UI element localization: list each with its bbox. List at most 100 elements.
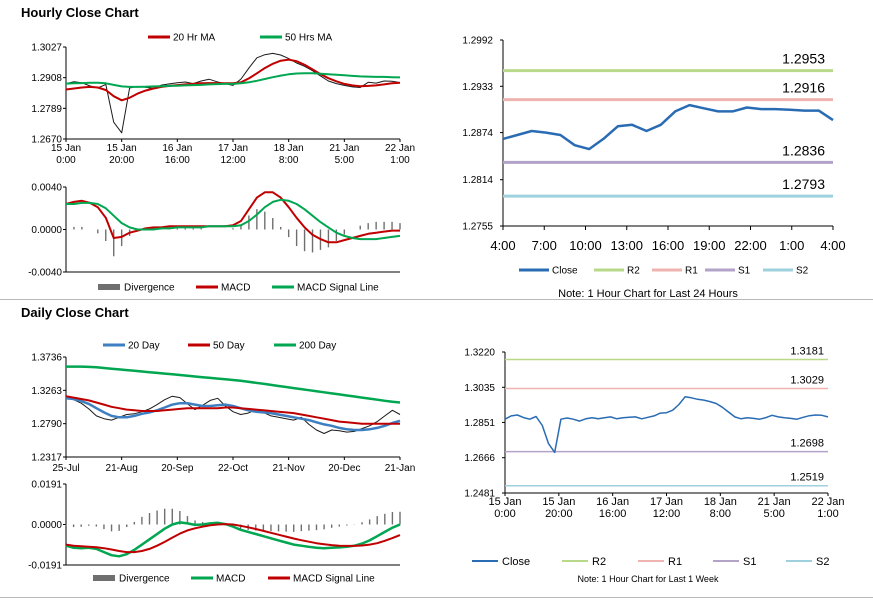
weekly-pivots-close-line bbox=[504, 396, 829, 454]
hourly-macd-y-tick-label: -0.0040 bbox=[28, 268, 62, 279]
hourly-pivots-x-tick-label: 4:00 bbox=[490, 238, 515, 253]
legend-20-hr-ma-label: 20 Hr MA bbox=[173, 33, 216, 44]
hourly-price-y-tick-label: 1.2908 bbox=[31, 73, 62, 84]
legend-daily-macd-signal-label: MACD Signal Line bbox=[293, 574, 375, 585]
pivot-r1-label: 1.2916 bbox=[782, 80, 825, 96]
legend-pivots-s1-label: S1 bbox=[738, 266, 751, 277]
hourly-pivots-x-tick-label: 1:00 bbox=[779, 238, 804, 253]
pivot-s1-label: 1.2836 bbox=[782, 142, 825, 158]
weekly-pivots-y-tick-label: 1.3220 bbox=[464, 348, 495, 359]
section-divider bbox=[0, 299, 873, 300]
weekly-pivot-s2-label: 1.2519 bbox=[790, 472, 824, 484]
legend-daily-divergence-swatch bbox=[93, 575, 115, 581]
weekly-pivot-r1-label: 1.3029 bbox=[790, 374, 824, 386]
legend-daily-macd-label: MACD bbox=[216, 574, 245, 585]
hourly-macd-y-tick-label: 0.0000 bbox=[31, 225, 62, 236]
weekly-pivots-x-tick-label: 17 Jan bbox=[650, 496, 683, 508]
daily-close-line bbox=[65, 395, 401, 434]
daily-price-x-tick-label: 21-Nov bbox=[273, 463, 305, 474]
legend-20-day-label: 20 Day bbox=[128, 341, 160, 352]
daily-price-x-tick-label: 25-Jul bbox=[52, 463, 79, 474]
daily-macd-y-tick-label: 0.0000 bbox=[31, 520, 62, 531]
legend-pivots-s2-label: S2 bbox=[796, 266, 809, 277]
hourly-price-y-tick-label: 1.2670 bbox=[31, 135, 62, 146]
legend-hourly-macd-label: MACD bbox=[221, 283, 250, 294]
weekly-pivots-x-tick-label: 15 Jan bbox=[542, 496, 575, 508]
legend-pivots-close-label: Close bbox=[552, 266, 578, 277]
daily-price-x-tick-label: 20-Sep bbox=[161, 463, 194, 474]
hourly-price-y-tick-label: 1.3027 bbox=[31, 43, 62, 54]
daily-price-x-tick-label: 20-Dec bbox=[328, 463, 360, 474]
daily-50-day-line bbox=[65, 395, 400, 425]
hourly-pivots-y-tick-label: 1.2874 bbox=[462, 128, 493, 139]
hourly-pivots-y-tick-label: 1.2814 bbox=[462, 175, 493, 186]
hourly-macd-y-tick-label: 0.0040 bbox=[31, 183, 62, 194]
weekly-pivots-x-tick-label: 20:00 bbox=[545, 508, 573, 520]
hourly-price-x-tick-label: 8:00 bbox=[279, 155, 299, 166]
hourly-price-x-tick-label: 20:00 bbox=[109, 155, 134, 166]
hourly-price-x-tick-label: 0:00 bbox=[56, 155, 76, 166]
hourly-price-x-tick-label: 21 Jan bbox=[329, 143, 359, 154]
daily-20-day-line bbox=[65, 397, 401, 432]
weekly-pivots-x-tick-label: 22 Jan bbox=[811, 496, 844, 508]
hourly-price-x-tick-label: 18 Jan bbox=[274, 143, 304, 154]
weekly-pivots-x-tick-label: 1:00 bbox=[817, 508, 838, 520]
legend-50-hrs-ma-label: 50 Hrs MA bbox=[285, 33, 333, 44]
weekly-pivots-y-tick-label: 1.2666 bbox=[464, 453, 495, 464]
hourly-price-x-tick-label: 17 Jan bbox=[218, 143, 248, 154]
weekly-pivots-x-tick-label: 15 Jan bbox=[488, 496, 521, 508]
hourly-pivots-x-tick-label: 4:00 bbox=[820, 238, 845, 253]
hourly-pivots-x-tick-label: 19:00 bbox=[693, 238, 726, 253]
hourly-price-x-tick-label: 22 Jan bbox=[385, 143, 415, 154]
weekly-pivots-y-tick-label: 1.2481 bbox=[464, 489, 495, 500]
pivot-r2-label: 1.2953 bbox=[782, 51, 825, 67]
weekly-pivots-x-tick-label: 0:00 bbox=[494, 508, 515, 520]
weekly-pivots-y-tick-label: 1.3035 bbox=[464, 383, 495, 394]
hourly-section-title: Hourly Close Chart bbox=[21, 5, 139, 20]
hourly-pivots-x-tick-label: 16:00 bbox=[652, 238, 685, 253]
daily-section-title: Daily Close Chart bbox=[21, 305, 129, 320]
weekly-pivots-x-tick-label: 21 Jan bbox=[758, 496, 791, 508]
hourly-pivots-close-line bbox=[502, 103, 834, 151]
hourly-macd-signal-line bbox=[66, 198, 401, 241]
weekly-pivots-x-tick-label: 12:00 bbox=[653, 508, 681, 520]
legend-pivots-r2-label: R2 bbox=[627, 266, 640, 277]
hourly-close-line bbox=[65, 52, 401, 134]
daily-price-y-tick-label: 1.2790 bbox=[31, 419, 62, 430]
hourly-pivots-y-tick-label: 1.2933 bbox=[462, 82, 493, 93]
daily-macd-y-tick-label: -0.0191 bbox=[28, 561, 62, 572]
hourly-price-x-tick-label: 16 Jan bbox=[162, 143, 192, 154]
hourly-price-x-tick-label: 12:00 bbox=[220, 155, 245, 166]
hourly-price-x-tick-label: 1:00 bbox=[390, 155, 410, 166]
hourly-price-x-tick-label: 5:00 bbox=[335, 155, 355, 166]
bottom-divider bbox=[0, 597, 873, 598]
legend-200-day-label: 200 Day bbox=[299, 341, 336, 352]
hourly-price-x-tick-label: 16:00 bbox=[165, 155, 190, 166]
weekly-pivots-x-tick-label: 5:00 bbox=[763, 508, 784, 520]
weekly-pivots-x-tick-label: 18 Jan bbox=[704, 496, 737, 508]
weekly-pivots-x-tick-label: 16:00 bbox=[599, 508, 627, 520]
hourly-pivots-x-tick-label: 13:00 bbox=[610, 238, 643, 253]
legend-weekly-s1-label: S1 bbox=[743, 556, 756, 568]
hourly-pivots-note: Note: 1 Hour Chart for Last 24 Hours bbox=[558, 288, 738, 300]
daily-price-y-tick-label: 1.2317 bbox=[31, 453, 62, 464]
hourly-50hrs-ma-line bbox=[65, 72, 401, 88]
daily-macd-line bbox=[65, 521, 401, 558]
legend-pivots-r1-label: R1 bbox=[685, 266, 698, 277]
hourly-price-x-tick-label: 15 Jan bbox=[107, 143, 137, 154]
weekly-pivots-y-tick-label: 1.2851 bbox=[464, 418, 495, 429]
daily-price-x-tick-label: 21-Jan bbox=[385, 463, 416, 474]
legend-50-day-label: 50 Day bbox=[213, 341, 245, 352]
hourly-pivots-x-tick-label: 22:00 bbox=[734, 238, 767, 253]
daily-price-x-tick-label: 22-Oct bbox=[218, 463, 248, 474]
legend-weekly-s2-label: S2 bbox=[816, 556, 829, 568]
daily-price-x-tick-label: 21-Aug bbox=[106, 463, 138, 474]
hourly-pivots-x-tick-label: 7:00 bbox=[532, 238, 557, 253]
legend-hourly-macd-signal-label: MACD Signal Line bbox=[297, 283, 379, 294]
daily-macd-signal-line bbox=[65, 523, 401, 554]
legend-weekly-r1-label: R1 bbox=[668, 556, 682, 568]
hourly-pivots-y-tick-label: 1.2992 bbox=[462, 36, 493, 47]
weekly-pivots-x-tick-label: 8:00 bbox=[710, 508, 731, 520]
hourly-price-y-tick-label: 1.2789 bbox=[31, 104, 62, 115]
